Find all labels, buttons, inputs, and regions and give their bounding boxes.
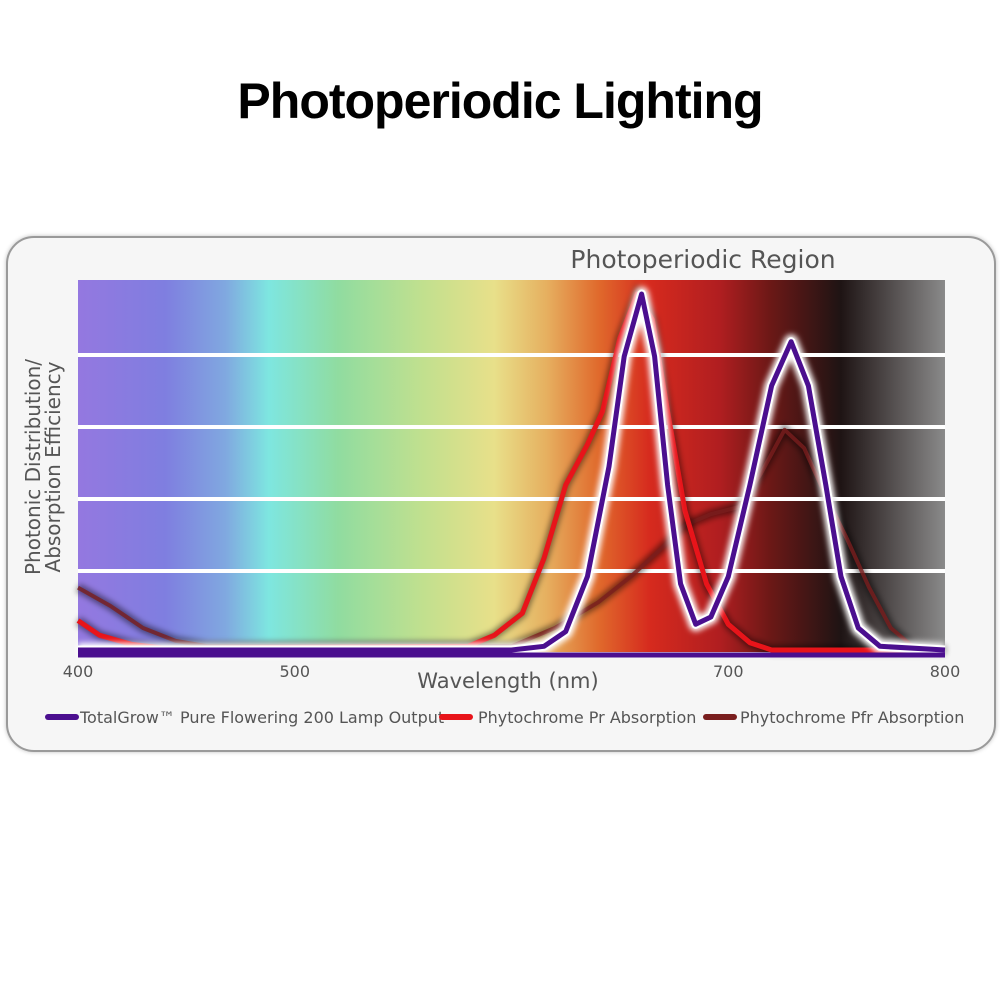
region-annotation: Photoperiodic Region — [570, 245, 835, 274]
spectrum-background — [78, 280, 945, 652]
legend-label: Phytochrome Pfr Absorption — [740, 708, 964, 727]
x-tick-label: 800 — [930, 662, 961, 681]
x-axis-label: Wavelength (nm) — [417, 669, 598, 693]
legend-label: TotalGrow™ Pure Flowering 200 Lamp Outpu… — [79, 708, 444, 727]
series-line-0 — [78, 291, 946, 653]
y-axis-label-line2: Absorption Efficiency — [41, 361, 65, 572]
x-tick-label: 700 — [713, 662, 744, 681]
x-tick-label: 500 — [279, 662, 310, 681]
x-tick-label: 400 — [63, 662, 94, 681]
page-title: Photoperiodic Lighting — [237, 73, 763, 129]
legend-label: Phytochrome Pr Absorption — [478, 708, 696, 727]
y-axis-label-line1: Photonic Distribution/ — [21, 359, 45, 575]
